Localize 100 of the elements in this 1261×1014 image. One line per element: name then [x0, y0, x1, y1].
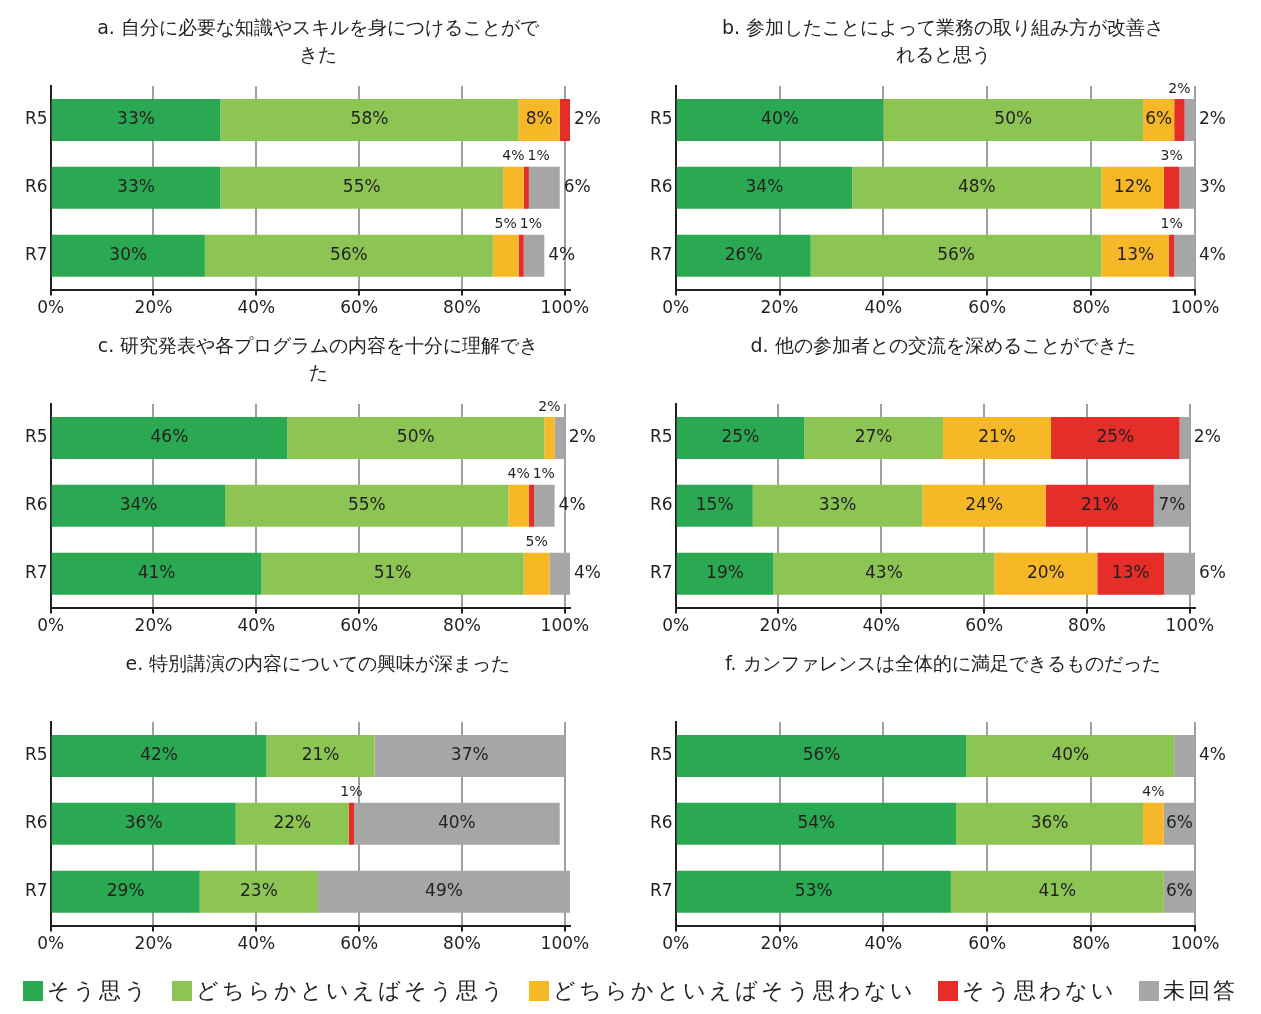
legend-label: どちらかといえばそう思わない [553, 977, 916, 1005]
data-label: 4% [574, 562, 601, 583]
x-tick-label: 40% [237, 615, 276, 636]
bar [51, 734, 267, 777]
data-label: 51% [373, 562, 412, 583]
bar [994, 552, 1098, 595]
bar [676, 552, 774, 595]
x-tick-label: 60% [340, 933, 379, 954]
bar [804, 416, 944, 459]
x-tick-label: 40% [237, 297, 276, 318]
y-tick-label: R7 [649, 562, 673, 583]
data-label: 56% [802, 744, 841, 765]
bar [544, 416, 555, 459]
x-tick-label: 20% [760, 297, 799, 318]
x-tick-label: 40% [237, 933, 276, 954]
data-label: 53% [794, 880, 833, 901]
x-tick-label: 80% [443, 933, 481, 954]
bar [810, 234, 1102, 277]
data-label: 34% [119, 494, 158, 515]
y-tick-label: R7 [24, 244, 48, 265]
bar [966, 734, 1175, 777]
x-tick-label: 20% [759, 615, 798, 636]
x-tick-label: 40% [864, 933, 903, 954]
bar [523, 166, 529, 209]
data-label: 55% [347, 494, 386, 515]
x-tick-label: 40% [864, 297, 903, 318]
data-label: 24% [965, 494, 1004, 515]
data-label: 56% [937, 244, 975, 265]
data-label: 21% [301, 744, 340, 765]
data-label: 37% [450, 744, 489, 765]
x-tick-label: 20% [760, 933, 799, 954]
bar [773, 552, 995, 595]
y-tick-label: R7 [24, 562, 48, 583]
bar [51, 484, 226, 527]
data-label: 2% [1168, 79, 1191, 96]
x-tick-label: 100% [540, 297, 590, 318]
bar [1097, 552, 1165, 595]
bar [676, 870, 951, 913]
bar [287, 416, 545, 459]
y-tick-label: R6 [649, 494, 673, 515]
data-label: 6% [1165, 812, 1193, 833]
bar [51, 234, 205, 277]
data-label: 41% [137, 562, 176, 583]
data-label: 4% [1199, 744, 1226, 765]
bar [492, 234, 519, 277]
bar [51, 166, 221, 209]
bar [261, 552, 524, 595]
data-label: 43% [864, 562, 903, 583]
bar [523, 552, 550, 595]
bar [220, 166, 504, 209]
data-label: 48% [957, 176, 996, 197]
chart-title: c. 研究発表や各プログラムの内容を十分に理解できた [96, 333, 540, 385]
data-label: 2% [1199, 108, 1226, 129]
data-label: 22% [273, 812, 312, 833]
data-label: 6% [1199, 562, 1226, 583]
bar [950, 870, 1164, 913]
data-label: 5% [494, 215, 517, 232]
data-label: 21% [978, 426, 1016, 447]
data-label: 50% [994, 108, 1033, 129]
data-label: 13% [1111, 562, 1150, 583]
x-tick-label: 100% [1170, 933, 1220, 954]
x-tick-label: 0% [37, 297, 65, 318]
x-tick-label: 60% [340, 615, 379, 636]
bar [51, 870, 200, 913]
x-tick-label: 40% [862, 615, 901, 636]
bar [956, 802, 1144, 845]
data-label: 6% [563, 176, 591, 197]
chart-title: f. カンファレンスは全体的に満足できるものだった [724, 651, 1162, 676]
data-label: 40% [761, 108, 799, 129]
data-label: 25% [721, 426, 760, 447]
data-label: 26% [724, 244, 763, 265]
data-label: 40% [1051, 744, 1090, 765]
data-label: 3% [1199, 176, 1226, 197]
bar [348, 802, 355, 845]
bar [559, 98, 570, 141]
bar [523, 234, 545, 277]
y-tick-label: R5 [649, 744, 673, 765]
legend-label: そう思う [47, 977, 150, 1005]
bar [528, 484, 534, 527]
x-tick-label: 80% [1072, 297, 1111, 318]
data-label: 40% [437, 812, 476, 833]
data-label: 1% [527, 147, 550, 164]
x-tick-label: 20% [134, 933, 173, 954]
x-tick-label: 60% [965, 615, 1004, 636]
y-tick-label: R5 [649, 426, 673, 447]
data-label: 49% [425, 880, 463, 901]
x-tick-label: 0% [37, 933, 65, 954]
x-tick-label: 100% [540, 615, 590, 636]
x-tick-label: 0% [662, 297, 690, 318]
bar [503, 166, 524, 209]
y-tick-label: R5 [24, 108, 48, 129]
x-tick-label: 60% [968, 933, 1007, 954]
bar [235, 802, 349, 845]
bar [225, 484, 509, 527]
y-tick-label: R6 [649, 176, 673, 197]
legend-label: そう思わない [962, 977, 1117, 1005]
bar [204, 234, 493, 277]
data-label: 4% [548, 244, 576, 265]
data-label: 4% [1142, 783, 1165, 800]
data-label: 2% [538, 397, 561, 414]
